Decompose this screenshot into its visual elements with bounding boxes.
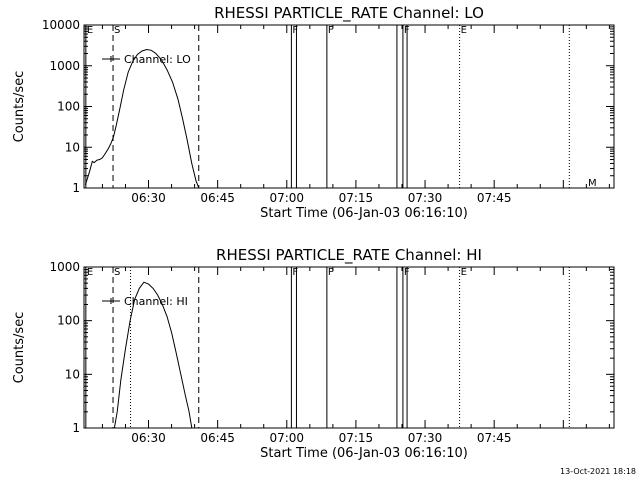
panel-2-flag-label-4: F	[292, 267, 298, 278]
panel-1-x-tick-label-6: 07:45	[477, 191, 512, 205]
panel-1: SEFFFE06:3006:4507:0007:1507:3007:451101…	[12, 4, 615, 221]
panel-2-y-tick-label-3: 100	[57, 314, 80, 328]
panel-2-flag-label-3: E	[87, 267, 93, 278]
panel-1-flag-label-6: F	[328, 25, 334, 36]
panel-1-y-tick-label-2: 10	[65, 140, 80, 154]
panel-2-x-tick-label-4: 07:15	[339, 431, 374, 445]
panel-2-y-axis-label: Counts/sec	[12, 312, 27, 384]
panel-1-flag-label-10: E	[461, 25, 467, 36]
panel-1-y-tick-label-5: 10000	[42, 18, 80, 32]
panel-1-flag-label-3: E	[87, 25, 93, 36]
panel-2-flag-label-10: E	[461, 267, 467, 278]
panel-1-x-tick-label-2: 06:45	[200, 191, 235, 205]
panel-2-x-tick-label-6: 07:45	[477, 431, 512, 445]
panel-2-flag-label-6: P	[328, 267, 334, 278]
panel-2-x-tick-label-3: 07:00	[269, 431, 304, 445]
panel-1-flag-label-1: S	[114, 25, 120, 36]
panel-2-axes-box	[83, 266, 615, 429]
panel-2-series-line-1	[113, 281, 193, 429]
panel-1-x-tick-label-4: 07:15	[339, 191, 374, 205]
panel-1-axes-box	[83, 24, 615, 189]
panel-1-y-axis-label: Counts/sec	[12, 71, 27, 143]
panel-2: SEFPFE06:3006:4507:0007:1507:3007:451101…	[12, 246, 615, 461]
panel-1-x-tick-label-1: 06:30	[131, 191, 166, 205]
panel-1-y-tick-label-1: 1	[72, 181, 80, 195]
panel-2-y-tick-label-4: 1000	[49, 260, 80, 274]
panel-1-flag-label-4: F	[292, 25, 298, 36]
panel-2-y-tick-label-1: 1	[72, 421, 80, 435]
panel-1-x-tick-label-5: 07:30	[408, 191, 443, 205]
panel-2-legend-label: Channel: HI	[124, 295, 188, 308]
panel-1-title: RHESSI PARTICLE_RATE Channel: LO	[214, 4, 484, 23]
panel-2-x-tick-label-5: 07:30	[408, 431, 443, 445]
panel-2-title: RHESSI PARTICLE_RATE Channel: HI	[216, 246, 482, 265]
panel-1-x-tick-label-3: 07:00	[269, 191, 304, 205]
panel-2-x-tick-label-2: 06:45	[200, 431, 235, 445]
panel-2-x-tick-label-1: 06:30	[131, 431, 166, 445]
panel-2-y-tick-label-2: 10	[65, 367, 80, 381]
panel-2-x-axis-label: Start Time (06-Jan-03 06:16:10)	[260, 446, 468, 461]
panel-1-y-tick-label-4: 1000	[49, 59, 80, 73]
panel-1-legend-label: Channel: LO	[124, 53, 191, 66]
panel-1-x-axis-label: Start Time (06-Jan-03 06:16:10)	[260, 206, 468, 221]
footer-timestamp: 13-Oct-2021 18:18	[560, 467, 636, 476]
panel-2-flag-label-1: S	[114, 267, 120, 278]
panel-1-corner-flag-label: M	[588, 178, 597, 189]
panel-1-y-tick-label-3: 100	[57, 100, 80, 114]
panel-1-series-line-1	[84, 48, 200, 189]
